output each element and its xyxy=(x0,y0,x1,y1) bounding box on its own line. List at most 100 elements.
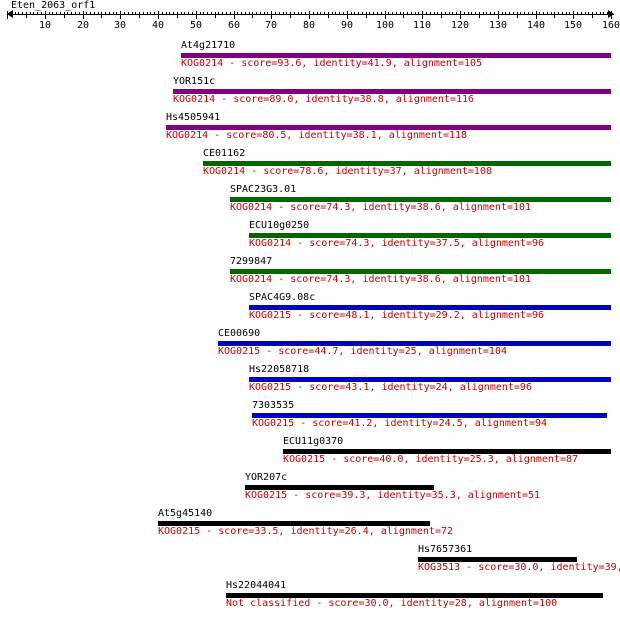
hit-name: Hs7657361 xyxy=(418,544,473,555)
axis-minor-tick xyxy=(441,12,442,18)
axis-minor-tick xyxy=(30,12,31,15)
hit-alignment-bar[interactable] xyxy=(252,413,607,418)
hit-alignment-bar[interactable] xyxy=(218,341,611,346)
hit-alignment-bar[interactable] xyxy=(173,89,611,94)
hit-description[interactable]: KOG0214 - score=74.3, identity=37.5, ali… xyxy=(249,238,545,249)
axis-minor-tick xyxy=(222,12,223,15)
axis-minor-tick xyxy=(490,12,491,15)
hit-alignment-bar[interactable] xyxy=(203,161,611,166)
axis-minor-tick xyxy=(362,12,363,15)
axis-minor-tick xyxy=(475,12,476,15)
axis-minor-tick xyxy=(566,12,567,15)
axis-minor-tick xyxy=(358,12,359,15)
axis-minor-tick xyxy=(502,12,503,15)
hit-name: ECU11g0370 xyxy=(283,436,344,447)
hit-description[interactable]: KOG0215 - score=44.7, identity=25, align… xyxy=(218,346,507,357)
hit-description[interactable]: KOG0215 - score=43.1, identity=24, align… xyxy=(249,382,532,393)
hit-alignment-bar[interactable] xyxy=(158,521,430,526)
axis-minor-tick xyxy=(328,12,329,18)
axis-tick-label: 80 xyxy=(302,20,316,31)
axis-minor-tick xyxy=(249,12,250,15)
axis-minor-tick xyxy=(173,12,174,15)
axis-minor-tick xyxy=(52,12,53,15)
axis-minor-tick xyxy=(139,12,140,18)
axis-minor-tick xyxy=(324,12,325,15)
hit-description[interactable]: KOG0214 - score=74.3, identity=38.6, ali… xyxy=(230,274,532,285)
axis-minor-tick xyxy=(524,12,525,15)
axis-tick-label: 50 xyxy=(189,20,203,31)
hit-alignment-bar[interactable] xyxy=(245,485,434,490)
axis-minor-tick xyxy=(369,12,370,15)
hit-alignment-bar[interactable] xyxy=(166,125,611,130)
axis-minor-tick xyxy=(200,12,201,15)
axis-major-tick xyxy=(7,11,8,19)
axis-minor-tick xyxy=(143,12,144,15)
axis-minor-tick xyxy=(320,12,321,15)
axis-minor-tick xyxy=(132,12,133,15)
hit-alignment-bar[interactable] xyxy=(181,53,611,58)
hit-description[interactable]: KOG3513 - score=30.0, identity=39, xyxy=(418,562,620,573)
hit-description[interactable]: KOG0214 - score=78.6, identity=37, align… xyxy=(203,166,492,177)
axis-minor-tick xyxy=(218,12,219,15)
position-axis: 10 20 30 40 50 60 70 80 90 100 110 120 130 140 150 160 xyxy=(0,0,620,34)
hit-description[interactable]: KOG0214 - score=74.3, identity=38.6, ali… xyxy=(230,202,532,213)
hit-description[interactable]: KOG0215 - score=40.0, identity=25.3, ali… xyxy=(283,454,579,465)
axis-tick-label: 30 xyxy=(113,20,127,31)
hit-name: YOR207c xyxy=(245,472,288,483)
hit-description[interactable]: KOG0214 - score=93.6, identity=41.9, ali… xyxy=(181,58,483,69)
axis-major-tick xyxy=(309,11,310,19)
axis-minor-tick xyxy=(18,12,19,15)
axis-minor-tick xyxy=(585,12,586,15)
hit-name: ECU10g0250 xyxy=(249,220,310,231)
axis-minor-tick xyxy=(113,12,114,15)
axis-minor-tick xyxy=(275,12,276,15)
axis-minor-tick xyxy=(37,12,38,15)
axis-minor-tick xyxy=(317,12,318,15)
hit-name: SPAC4G9.08c xyxy=(249,292,316,303)
axis-major-tick xyxy=(573,11,574,19)
hit-alignment-bar[interactable] xyxy=(249,233,611,238)
hit-description[interactable]: KOG0215 - score=41.2, identity=24.5, ali… xyxy=(252,418,548,429)
hit-alignment-bar[interactable] xyxy=(230,269,611,274)
axis-minor-tick xyxy=(551,12,552,15)
hit-name: CE01162 xyxy=(203,148,246,159)
hit-alignment-bar[interactable] xyxy=(283,449,611,454)
axis-minor-tick xyxy=(94,12,95,15)
hit-alignment-bar[interactable] xyxy=(418,557,577,562)
hit-alignment-bar[interactable] xyxy=(226,593,603,598)
hit-description[interactable]: KOG0214 - score=80.5, identity=38.1, ali… xyxy=(166,130,468,141)
query-name: Eten_2063_orf1 xyxy=(11,0,96,11)
axis-major-tick xyxy=(45,11,46,19)
axis-minor-tick xyxy=(388,12,389,15)
axis-minor-tick xyxy=(532,12,533,15)
hit-description[interactable]: KOG0215 - score=39.3, identity=35.3, ali… xyxy=(245,490,541,501)
axis-minor-tick xyxy=(147,12,148,15)
axis-minor-tick xyxy=(569,12,570,15)
axis-minor-tick xyxy=(592,12,593,18)
axis-minor-tick xyxy=(520,12,521,15)
axis-minor-tick xyxy=(283,12,284,15)
hit-description[interactable]: KOG0215 - score=33.5, identity=26.4, ali… xyxy=(158,526,454,537)
axis-minor-tick xyxy=(464,12,465,15)
axis-major-tick xyxy=(120,11,121,19)
hit-alignment-bar[interactable] xyxy=(230,197,611,202)
hit-description[interactable]: KOG0215 - score=48.1, identity=29.2, ali… xyxy=(249,310,545,321)
hit-alignment-bar[interactable] xyxy=(249,377,611,382)
axis-minor-tick xyxy=(596,12,597,15)
axis-minor-tick xyxy=(301,12,302,15)
hit-alignment-bar[interactable] xyxy=(249,305,611,310)
axis-minor-tick xyxy=(169,12,170,15)
axis-minor-tick xyxy=(22,12,23,15)
hit-description[interactable]: Not classified - score=30.0, identity=28… xyxy=(226,598,558,609)
axis-minor-tick xyxy=(547,12,548,15)
axis-minor-tick xyxy=(577,12,578,15)
axis-minor-tick xyxy=(86,12,87,15)
axis-minor-tick xyxy=(396,12,397,15)
axis-minor-tick xyxy=(230,12,231,15)
axis-minor-tick xyxy=(294,12,295,15)
axis-minor-tick xyxy=(15,12,16,15)
axis-minor-tick xyxy=(241,12,242,15)
hit-description[interactable]: KOG0214 - score=89.0, identity=38.8, ali… xyxy=(173,94,475,105)
axis-tick-label: 140 xyxy=(526,20,546,31)
axis-minor-tick xyxy=(98,12,99,15)
